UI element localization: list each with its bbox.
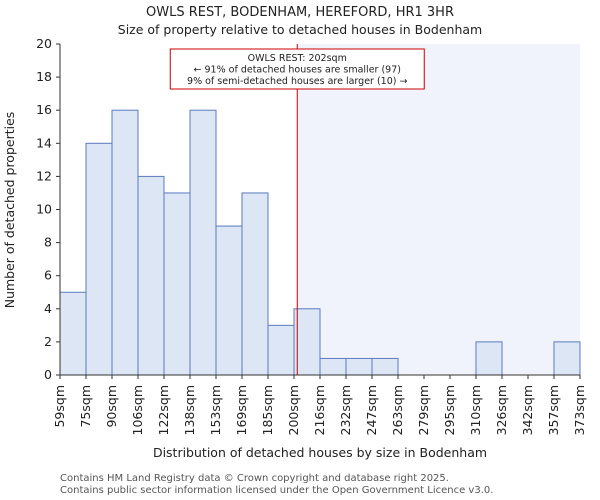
x-tick-label: 342sqm bbox=[520, 385, 535, 435]
bar bbox=[475, 341, 503, 376]
bar bbox=[241, 192, 269, 376]
x-tick-label: 106sqm bbox=[130, 385, 145, 435]
y-tick-label: 8 bbox=[44, 235, 52, 250]
x-axis-title: Distribution of detached houses by size … bbox=[153, 445, 487, 460]
y-tick-label: 2 bbox=[44, 334, 52, 349]
y-tick-label: 12 bbox=[36, 168, 52, 183]
x-tick-label: 263sqm bbox=[390, 385, 405, 435]
highlight-region bbox=[297, 44, 580, 375]
y-tick-label: 20 bbox=[36, 36, 52, 51]
bar bbox=[371, 357, 399, 376]
x-tick-label: 169sqm bbox=[234, 385, 249, 435]
bar bbox=[293, 308, 321, 376]
x-tick-label: 310sqm bbox=[468, 385, 483, 435]
x-tick-label: 279sqm bbox=[416, 385, 431, 435]
bar bbox=[59, 291, 87, 376]
annotation-line: 9% of semi-detached houses are larger (1… bbox=[187, 76, 407, 87]
footer-licence: Contains public sector information licen… bbox=[60, 485, 494, 496]
bar bbox=[345, 357, 373, 376]
x-tick-label: 232sqm bbox=[338, 385, 353, 435]
chart-subtitle: Size of property relative to detached ho… bbox=[118, 22, 482, 37]
chart-title: OWLS REST, BODENHAM, HEREFORD, HR1 3HR bbox=[146, 5, 454, 20]
bar bbox=[215, 225, 243, 376]
x-tick-label: 75sqm bbox=[78, 385, 93, 428]
x-tick-label: 216sqm bbox=[312, 385, 327, 435]
x-tick-label: 185sqm bbox=[260, 385, 275, 435]
x-tick-label: 357sqm bbox=[546, 385, 561, 435]
x-tick-label: 295sqm bbox=[442, 385, 457, 435]
bar bbox=[85, 142, 113, 376]
x-tick-label: 122sqm bbox=[156, 385, 171, 435]
bar bbox=[189, 109, 217, 376]
y-tick-label: 0 bbox=[44, 367, 52, 382]
plot-area: 0 2 4 6 8 10 12 14 16 18 20 59sqm 75sqm 90sqm 106sqm 12… bbox=[36, 36, 587, 435]
x-tick-label: 373sqm bbox=[572, 385, 587, 435]
annotation-line: OWLS REST: 202sqm bbox=[248, 53, 347, 64]
y-tick-label: 4 bbox=[44, 301, 52, 316]
bar bbox=[163, 192, 191, 376]
y-tick-label: 6 bbox=[44, 268, 52, 283]
bar bbox=[267, 324, 295, 376]
x-tick-label: 138sqm bbox=[182, 385, 197, 435]
x-tick-label: 326sqm bbox=[494, 385, 509, 435]
x-tick-label: 247sqm bbox=[364, 385, 379, 435]
x-tick-label: 153sqm bbox=[208, 385, 223, 435]
bar bbox=[553, 341, 581, 376]
y-axis-title: Number of detached properties bbox=[2, 112, 17, 309]
annotation-box bbox=[169, 48, 425, 90]
bar bbox=[137, 175, 165, 376]
annotation-line: ← 91% of detached houses are smaller (97… bbox=[194, 65, 401, 76]
x-tick-label: 90sqm bbox=[104, 385, 119, 428]
y-tick-label: 10 bbox=[36, 202, 52, 217]
y-tick-label: 18 bbox=[36, 69, 52, 84]
footer-copyright: Contains HM Land Registry data © Crown c… bbox=[60, 473, 449, 484]
x-tick-label: 200sqm bbox=[286, 385, 301, 435]
y-tick-label: 14 bbox=[36, 135, 52, 150]
bar bbox=[111, 109, 139, 376]
y-tick-label: 16 bbox=[36, 102, 52, 117]
bar bbox=[319, 357, 347, 376]
x-tick-label: 59sqm bbox=[52, 385, 67, 428]
